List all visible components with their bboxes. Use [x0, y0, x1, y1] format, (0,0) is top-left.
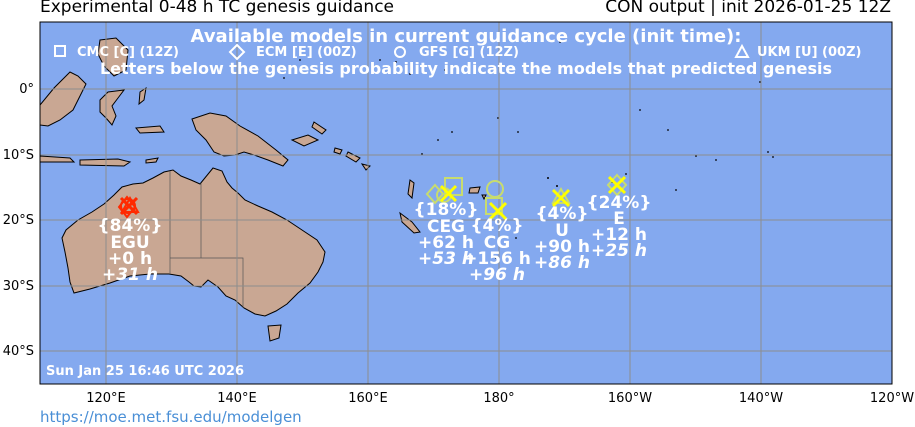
- model-letters: U: [555, 221, 569, 241]
- lon-label: 140°W: [739, 391, 783, 406]
- gridlines: [40, 22, 892, 384]
- probability-label: {24%}: [587, 193, 652, 213]
- legend-heading: Available models in current guidance cyc…: [191, 26, 742, 47]
- ukm-triangle-icon: [734, 43, 750, 58]
- probability-label: {84%}: [98, 216, 163, 236]
- first-time-label: +90 h: [534, 237, 590, 257]
- lat-label: 30°S: [3, 279, 34, 294]
- model-letters: CG: [484, 233, 510, 253]
- lon-label: 160°E: [348, 391, 388, 406]
- run-timestamp: Sun Jan 25 16:46 UTC 2026: [46, 364, 244, 379]
- lon-label: 120°E: [86, 391, 126, 406]
- lat-axis: 0° 10°S 20°S 30°S 40°S: [3, 82, 34, 359]
- system-samoa-markers: [551, 186, 571, 208]
- lat-label: 0°: [19, 82, 34, 97]
- genesis-x-marker: [439, 184, 458, 203]
- system-east-markers: [606, 173, 628, 197]
- first-time-label: +156 h: [463, 249, 531, 269]
- last-time-label: +25 h: [591, 241, 647, 261]
- last-time-label: +53 h: [418, 249, 474, 269]
- legend-model-cmc: CMC [C] (12Z): [77, 45, 179, 60]
- cmc-square-icon: [54, 45, 66, 57]
- lat-label: 20°S: [3, 213, 34, 228]
- map-frame: [39, 21, 893, 385]
- probability-label: {18%}: [414, 200, 479, 220]
- genesis-x-marker: [119, 196, 139, 216]
- genesis-systems-markers: [117, 173, 628, 221]
- ecm-diamond-marker: [606, 173, 628, 197]
- title-right: CON output | init 2026-01-25 12Z: [605, 0, 891, 17]
- first-time-label: +12 h: [591, 225, 647, 245]
- genesis-system-labels: {84%} EGU +0 h +31 h {18%} CEG +62 h +53…: [98, 193, 652, 285]
- borneo: [40, 71, 87, 127]
- probability-label: {4%}: [535, 204, 588, 224]
- model-letters: CEG: [427, 217, 465, 237]
- genesis-x-marker: [551, 188, 571, 208]
- legend-model-ecm: ECM [E] (00Z): [256, 45, 357, 60]
- model-letters: E: [613, 209, 625, 229]
- gfs-circle-icon: [394, 46, 406, 58]
- genesis-x-marker: [607, 175, 627, 195]
- system-fiji-west-markers: [425, 177, 463, 205]
- legend: Available models in current guidance cyc…: [54, 26, 861, 78]
- vanuatu: [407, 179, 415, 200]
- last-time-label: +96 h: [469, 265, 525, 285]
- last-time-label: +86 h: [534, 253, 590, 273]
- cmc-square-marker: [444, 177, 463, 196]
- tasmania: [267, 324, 282, 342]
- lon-label: 140°E: [217, 391, 257, 406]
- model-letters: EGU: [110, 233, 149, 253]
- ecm-diamond-icon: [228, 43, 246, 61]
- system-nw-australia-markers: [117, 195, 140, 219]
- new-britain: [290, 121, 327, 147]
- legend-note: Letters below the genesis probability in…: [100, 59, 832, 78]
- source-credit-link[interactable]: https://moe.met.fsu.edu/modelgen: [40, 408, 302, 426]
- title-left: Experimental 0-48 h TC genesis guidance: [40, 0, 394, 17]
- lesser-sunda: [40, 155, 159, 167]
- first-time-label: +62 h: [418, 233, 474, 253]
- seram: [135, 125, 165, 134]
- genesis-x-marker: [488, 201, 508, 221]
- last-time-label: +31 h: [102, 265, 158, 285]
- lat-label: 10°S: [3, 148, 34, 163]
- first-time-label: +0 h: [108, 249, 152, 269]
- lat-label: 40°S: [3, 344, 34, 359]
- pacific-atolls: [283, 41, 774, 259]
- legend-model-gfs: GFS [G] (12Z): [419, 45, 519, 60]
- lon-axis: 120°E 140°E 160°E 180° 160°W 140°W 120°W: [86, 391, 914, 406]
- lon-label: 120°W: [870, 391, 914, 406]
- probability-label: {4%}: [470, 216, 523, 236]
- lon-label: 180°: [483, 391, 514, 406]
- system-dateline-markers: [485, 180, 508, 221]
- ecm-diamond-marker: [425, 183, 445, 205]
- new-guinea: [191, 112, 289, 167]
- lon-label: 160°W: [608, 391, 652, 406]
- legend-model-ukm: UKM [U] (00Z): [757, 45, 861, 60]
